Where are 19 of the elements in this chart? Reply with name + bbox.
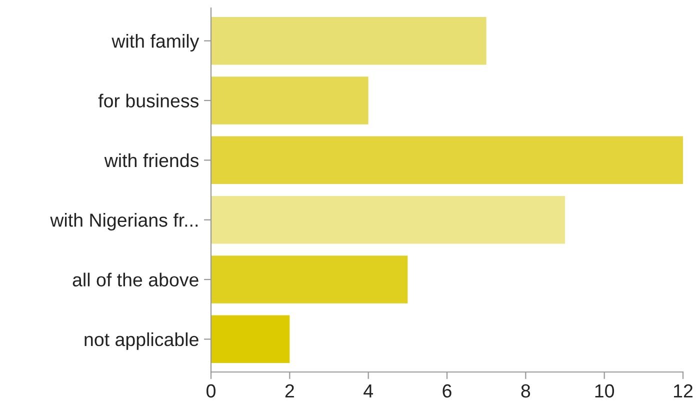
bar	[211, 16, 486, 65]
x-tick-label: 4	[364, 384, 373, 398]
y-tick-label: with family	[112, 34, 200, 52]
bar	[211, 315, 290, 364]
bar	[211, 256, 408, 304]
y-tick-label: for business	[98, 94, 199, 108]
bar	[211, 76, 368, 124]
x-tick-label: 10	[595, 384, 614, 398]
y-tick-label: not applicable	[84, 332, 198, 350]
x-tick-label: 6	[442, 384, 452, 398]
y-tick-label: with friends	[104, 153, 199, 168]
x-tick-label: 0	[206, 384, 216, 398]
x-tick-label: 2	[285, 384, 294, 398]
bar	[211, 136, 683, 184]
y-tick-label: all of the above	[72, 272, 198, 286]
x-tick-label: 12	[674, 384, 692, 398]
bar	[211, 196, 565, 244]
y-tick-label: with Nigerians fr...	[50, 213, 198, 231]
x-tick-label: 8	[521, 384, 530, 398]
